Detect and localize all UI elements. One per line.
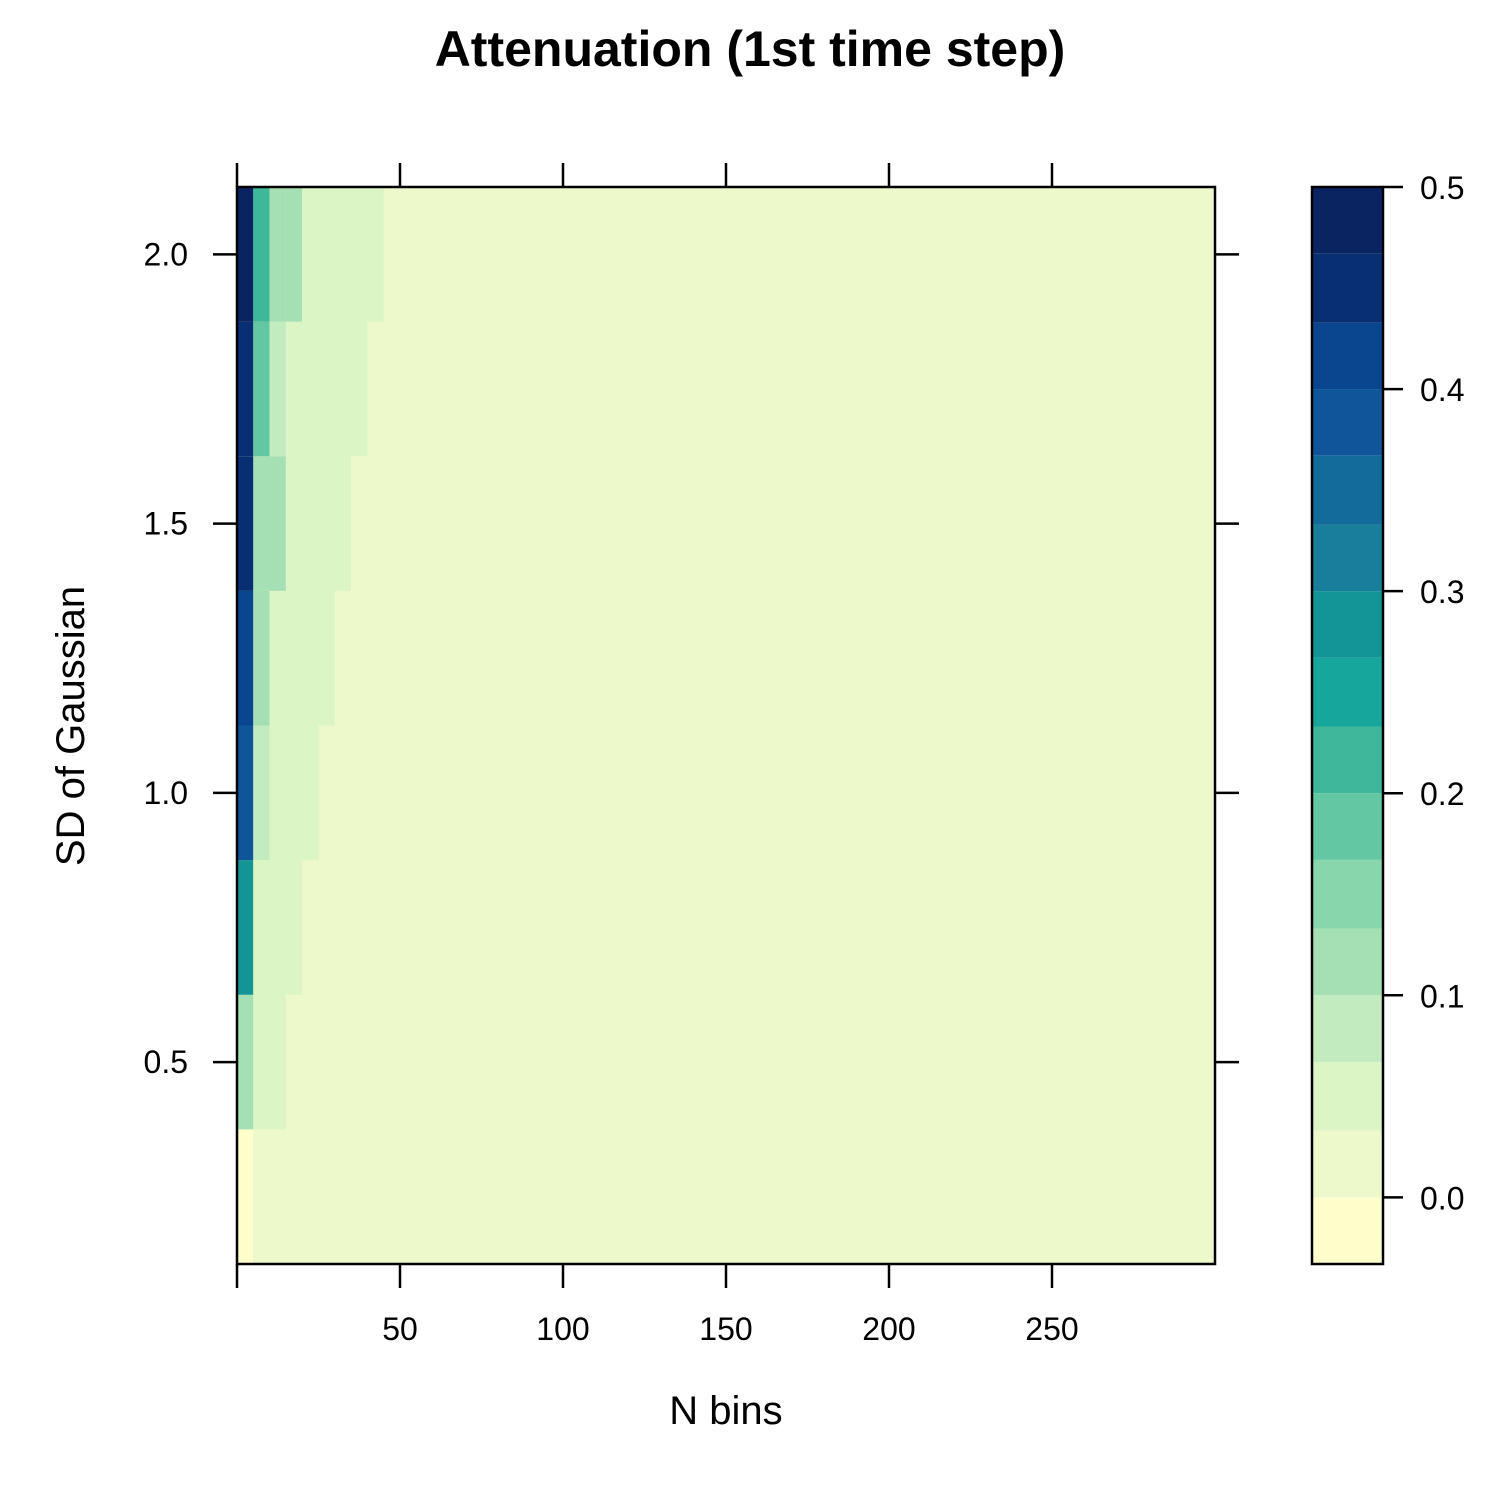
heatmap-cell [237,1129,254,1264]
heatmap-cell [253,1129,270,1264]
colorbar-swatch [1312,726,1383,794]
colorbar-tick-label: 0.4 [1420,372,1464,408]
heatmap-background [237,187,1215,1264]
heatmap-cell [237,994,254,1130]
colorbar-swatch [1312,1197,1383,1264]
heatmap-cell [237,725,254,861]
x-tick-label: 150 [699,1311,752,1347]
heatmap-cell [253,994,286,1130]
colorbar-tick-label: 0.3 [1420,574,1464,610]
heatmap-cell [253,725,270,861]
heatmap-cells [237,187,1215,1264]
colorbar-swatch [1312,322,1383,390]
colorbar-swatch [1312,793,1383,860]
heatmap-cell [285,456,352,591]
heatmap-cell [237,860,254,995]
y-tick-label: 0.5 [144,1044,188,1080]
colorbar-tick-label: 0.2 [1420,776,1464,812]
heatmap-cell [269,590,335,726]
x-axis: 50 100 150 200 250 [235,163,1079,1347]
heatmap-cell [269,187,286,322]
colorbar-swatch [1312,455,1383,525]
heatmap-cell [253,321,270,457]
heatmap-cell [237,187,254,322]
colorbar-swatch [1312,928,1383,996]
colorbar-swatch [1312,253,1383,323]
y-axis-label: SD of Gaussian [49,586,93,866]
x-tick-label: 250 [1025,1311,1078,1347]
heatmap-cell [269,725,319,861]
colorbar-swatch [1312,657,1383,727]
x-tick-label: 100 [536,1311,589,1347]
colorbar-swatch [1312,995,1383,1062]
colorbar-swatch [1312,1130,1383,1198]
chart-title: Attenuation (1st time step) [435,21,1066,77]
heatmap-cell [302,187,384,322]
colorbar-swatch [1312,389,1383,456]
heatmap-cell [237,590,254,726]
y-tick-label: 1.5 [144,506,188,542]
colorbar-swatch [1312,187,1383,254]
colorbar-swatch [1312,591,1383,658]
colorbar-frame [1310,185,1385,1266]
colorbar-tick-label: 0.1 [1420,978,1464,1014]
heatmap-cell [269,321,286,457]
colorbar-tick-label: 0.5 [1420,170,1464,206]
y-tick-label: 1.0 [144,775,188,811]
colorbar-swatch [1312,1061,1383,1131]
x-tick-label: 50 [382,1311,418,1347]
heatmap-cell [253,590,270,726]
colorbar-swatch [1312,859,1383,929]
heatmap-cell [253,860,303,995]
x-tick-label: 200 [862,1311,915,1347]
heatmap-cell [253,187,270,322]
heatmap-cell [285,187,303,322]
colorbar: 0.0 0.1 0.2 0.3 0.4 0.5 [1310,170,1464,1266]
heatmap-cell [253,456,286,591]
heatmap-cell [285,321,368,457]
heatmap-cell [237,321,254,457]
heatmap-cell [237,456,254,591]
colorbar-swatch [1312,524,1383,592]
x-axis-label: N bins [669,1389,782,1433]
y-axis: 0.5 1.0 1.5 2.0 [144,236,1239,1080]
colorbar-tick-label: 0.0 [1420,1180,1464,1216]
y-tick-label: 2.0 [144,236,188,272]
